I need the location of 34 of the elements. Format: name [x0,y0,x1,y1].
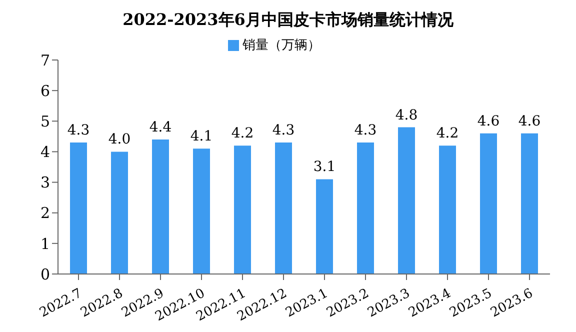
data-label: 4.6 [477,113,500,130]
bar [439,146,456,274]
bar [316,179,333,274]
y-tick-label: 0 [40,265,50,284]
data-label: 4.4 [149,119,172,136]
data-label: 4.3 [67,122,90,139]
data-label: 4.3 [354,122,377,139]
bar [480,133,497,274]
bar [357,142,374,274]
y-tick-label: 4 [40,143,50,162]
data-label: 4.8 [395,107,418,124]
y-tick-label: 2 [40,204,50,222]
data-label: 4.0 [108,132,131,148]
y-tick-label: 1 [40,234,50,253]
bar [398,127,415,274]
data-label: 4.2 [436,126,459,142]
data-label: 4.6 [518,113,541,130]
y-tick-label: 6 [40,82,50,100]
data-label: 4.3 [272,122,295,139]
bar [234,146,251,274]
y-tick-label: 3 [40,174,50,192]
data-label: 4.2 [231,126,254,142]
bar [152,139,169,274]
bar [70,142,87,274]
bar [193,148,210,274]
y-tick-label: 5 [40,112,50,130]
y-tick-label: 7 [40,51,50,70]
bar [521,133,538,274]
chart-title: 2022-2023年6月中国皮卡市场销量统计情况 [122,9,454,31]
legend-label: 销量（万辆） [242,38,320,53]
bar [111,152,128,274]
bar [275,142,292,274]
data-label: 4.1 [190,128,213,145]
data-label: 3.1 [313,159,336,176]
